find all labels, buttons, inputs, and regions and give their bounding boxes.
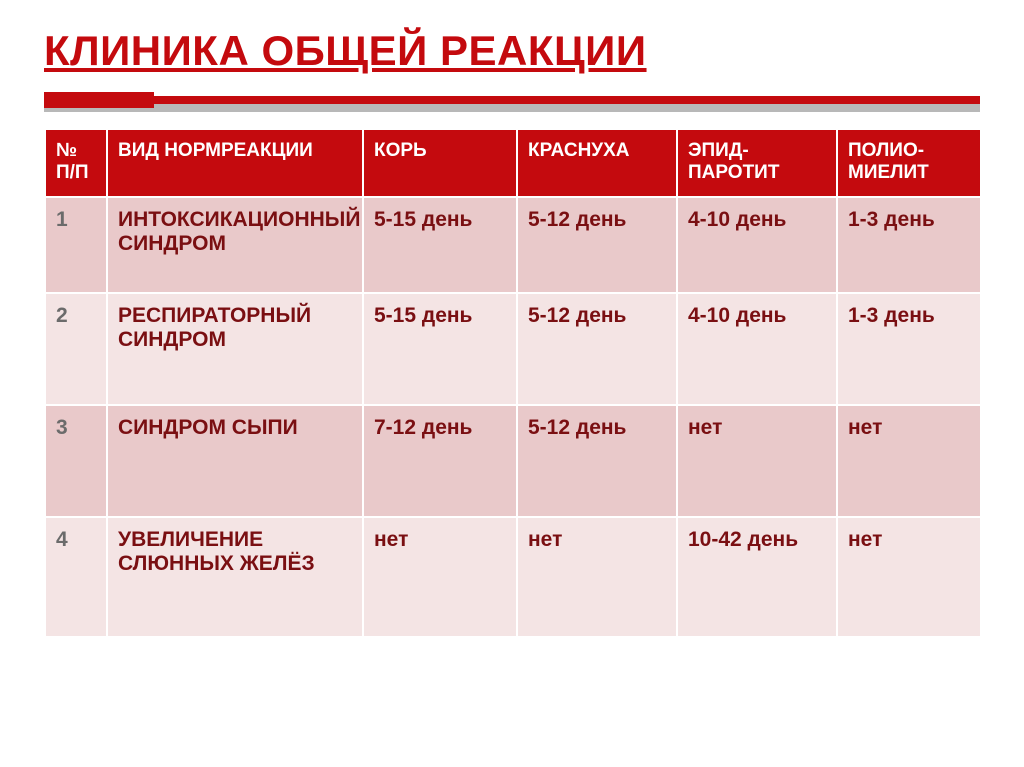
reaction-name: ИНТОКСИКАЦИОННЫЙ СИНДРОМ [107,197,363,293]
cell-value: 5-15 день [363,197,517,293]
col-header-num: № П/П [45,129,107,197]
cell-value: нет [837,517,981,637]
cell-value: 10-42 день [677,517,837,637]
cell-value: нет [363,517,517,637]
cell-value: 5-15 день [363,293,517,405]
col-header-krasn: КРАСНУХА [517,129,677,197]
page-title: КЛИНИКА ОБЩЕЙ РЕАКЦИИ [44,28,980,74]
row-number: 3 [45,405,107,517]
title-rule [44,92,980,118]
table-row: 2РЕСПИРАТОРНЫЙ СИНДРОМ5-15 день5-12 день… [45,293,981,405]
col-header-epid: ЭПИД-ПАРОТИТ [677,129,837,197]
cell-value: 5-12 день [517,197,677,293]
table-header-row: № П/П ВИД НОРМРЕАКЦИИ КОРЬ КРАСНУХА ЭПИД… [45,129,981,197]
table-row: 4УВЕЛИЧЕНИЕ СЛЮННЫХ ЖЕЛЁЗнетнет10-42 ден… [45,517,981,637]
row-number: 2 [45,293,107,405]
cell-value: 5-12 день [517,405,677,517]
cell-value: 1-3 день [837,197,981,293]
col-header-kor: КОРЬ [363,129,517,197]
col-header-name: ВИД НОРМРЕАКЦИИ [107,129,363,197]
reactions-table: № П/П ВИД НОРМРЕАКЦИИ КОРЬ КРАСНУХА ЭПИД… [44,128,982,638]
reaction-name: УВЕЛИЧЕНИЕ СЛЮННЫХ ЖЕЛЁЗ [107,517,363,637]
cell-value: нет [837,405,981,517]
table-row: 3СИНДРОМ СЫПИ7-12 день5-12 деньнетнет [45,405,981,517]
cell-value: нет [517,517,677,637]
reaction-name: СИНДРОМ СЫПИ [107,405,363,517]
table-row: 1ИНТОКСИКАЦИОННЫЙ СИНДРОМ5-15 день5-12 д… [45,197,981,293]
table-body: 1ИНТОКСИКАЦИОННЫЙ СИНДРОМ5-15 день5-12 д… [45,197,981,637]
col-header-polio: ПОЛИО-МИЕЛИТ [837,129,981,197]
cell-value: 5-12 день [517,293,677,405]
cell-value: 7-12 день [363,405,517,517]
row-number: 1 [45,197,107,293]
cell-value: нет [677,405,837,517]
cell-value: 1-3 день [837,293,981,405]
cell-value: 4-10 день [677,293,837,405]
row-number: 4 [45,517,107,637]
reaction-name: РЕСПИРАТОРНЫЙ СИНДРОМ [107,293,363,405]
cell-value: 4-10 день [677,197,837,293]
